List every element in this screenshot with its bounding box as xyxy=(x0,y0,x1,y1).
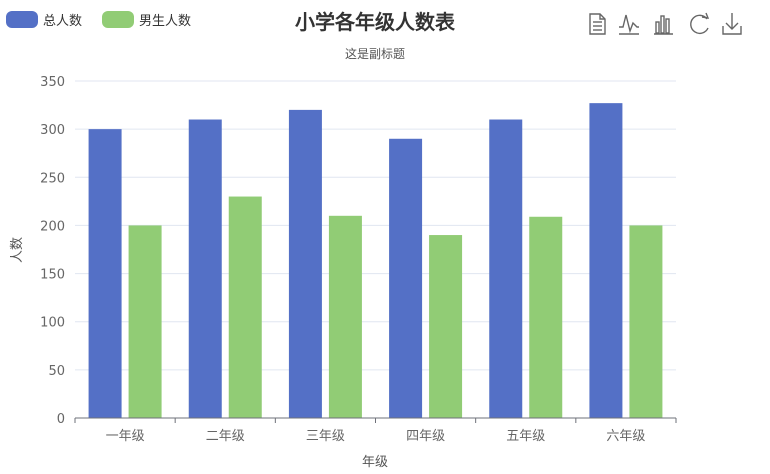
y-tick-label: 350 xyxy=(40,75,65,90)
x-tick-label: 二年级 xyxy=(206,429,245,444)
y-axis-ticks: 0 50 100 150 200 250 300 350 xyxy=(40,75,65,427)
line-chart-icon[interactable] xyxy=(619,14,639,35)
y-tick-label: 100 xyxy=(40,316,65,331)
bars xyxy=(88,103,663,418)
y-tick-label: 250 xyxy=(40,171,65,186)
chart-title: 小学各年级人数表 xyxy=(295,10,456,34)
bar-boys-1[interactable] xyxy=(228,196,262,418)
legend: 总人数 男生人数 xyxy=(6,11,191,29)
x-axis: 一年级 二年级 三年级 四年级 五年级 六年级 xyxy=(74,417,677,444)
y-tick-label: 50 xyxy=(48,364,65,379)
y-tick-label: 0 xyxy=(57,412,65,427)
data-view-icon[interactable] xyxy=(589,13,606,35)
bar-boys-0[interactable] xyxy=(128,225,162,418)
x-tick-label: 六年级 xyxy=(606,429,645,444)
x-tick-label: 三年级 xyxy=(306,429,345,444)
x-tick-label: 一年级 xyxy=(106,429,145,444)
bar-total-0[interactable] xyxy=(88,129,122,418)
bar-boys-2[interactable] xyxy=(328,215,362,418)
legend-item-total[interactable]: 总人数 xyxy=(6,11,82,29)
legend-item-boys[interactable]: 男生人数 xyxy=(102,11,191,29)
legend-label-boys: 男生人数 xyxy=(139,14,191,29)
bar-boys-4[interactable] xyxy=(529,216,563,418)
x-tick-label: 四年级 xyxy=(406,429,445,444)
legend-label-total: 总人数 xyxy=(43,14,82,29)
bar-total-5[interactable] xyxy=(589,103,623,418)
chart-subtitle: 这是副标题 xyxy=(345,46,405,61)
y-tick-label: 300 xyxy=(40,123,65,138)
y-tick-label: 150 xyxy=(40,268,65,283)
y-tick-label: 200 xyxy=(40,219,65,234)
bar-total-2[interactable] xyxy=(288,109,322,418)
bar-boys-5[interactable] xyxy=(629,225,663,418)
x-axis-title: 年级 xyxy=(362,455,388,470)
grid-lines xyxy=(75,80,676,371)
x-tick-label: 五年级 xyxy=(506,429,545,444)
bar-total-3[interactable] xyxy=(389,138,423,418)
restore-icon[interactable] xyxy=(690,12,710,35)
bar-boys-3[interactable] xyxy=(429,235,463,418)
legend-swatch-total xyxy=(6,11,38,28)
bar-total-1[interactable] xyxy=(188,119,222,418)
legend-swatch-boys xyxy=(102,11,134,28)
toolbox xyxy=(589,12,742,35)
bar-total-4[interactable] xyxy=(489,119,523,418)
bar-chart-icon[interactable] xyxy=(654,15,673,35)
download-icon[interactable] xyxy=(722,13,742,35)
y-axis-title: 人数 xyxy=(10,237,25,263)
